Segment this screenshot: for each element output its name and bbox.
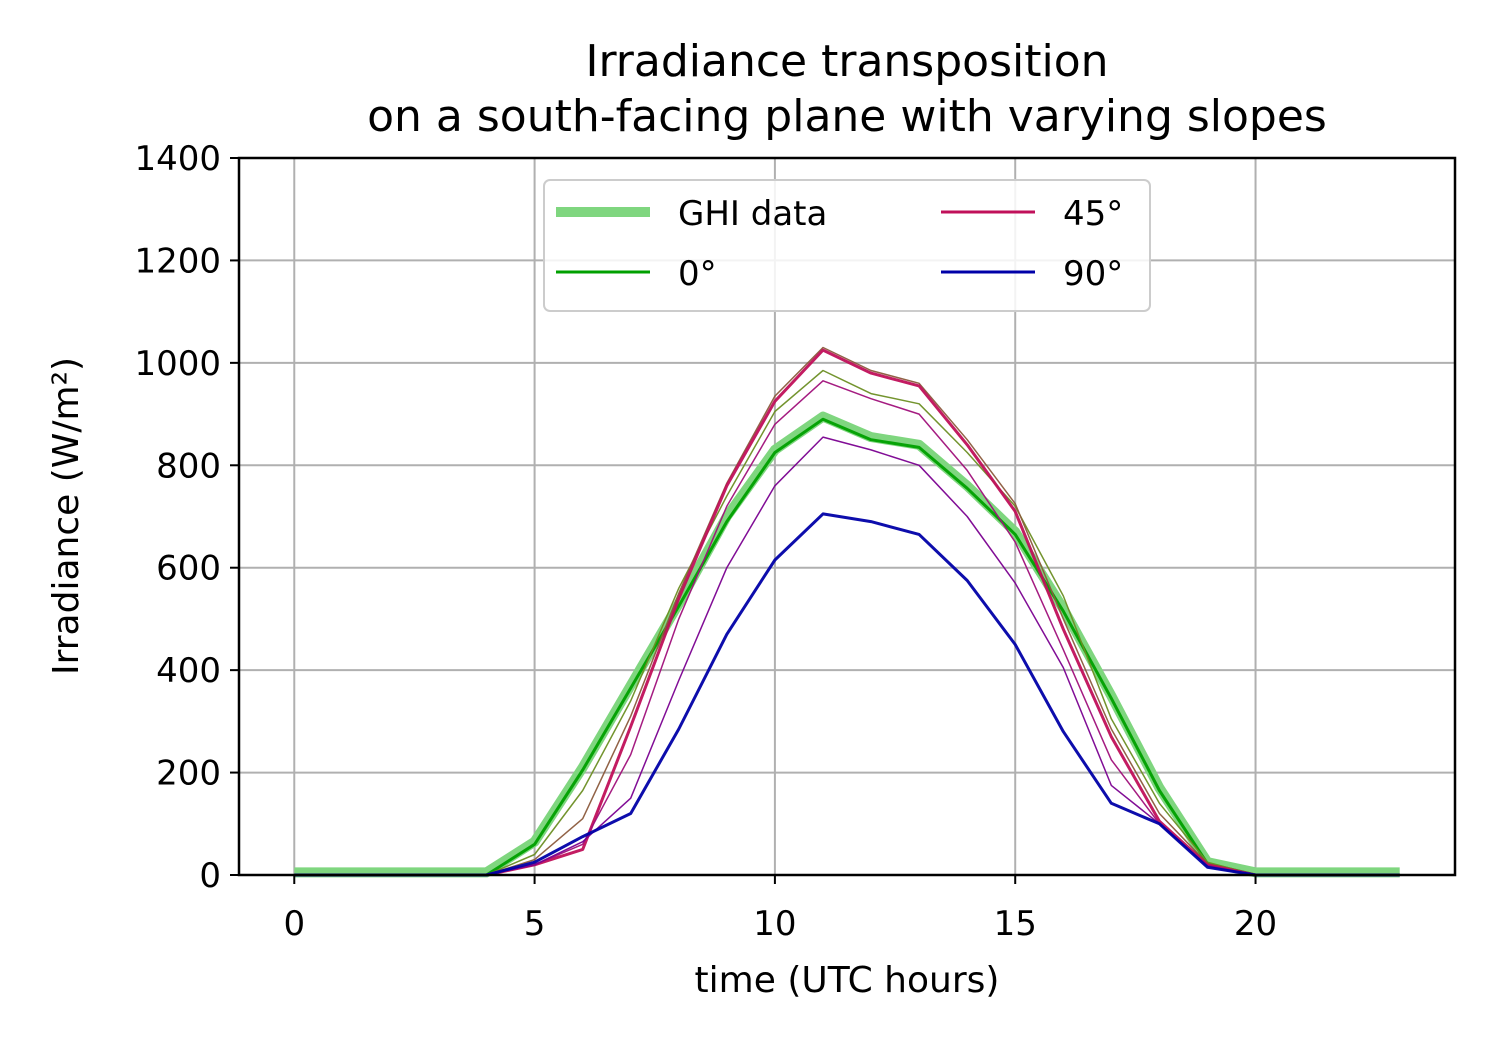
y-tick-label: 400 — [156, 651, 221, 691]
y-tick-label: 800 — [156, 446, 221, 486]
legend-box — [543, 179, 1151, 312]
chart-title-line-2: on a south-facing plane with varying slo… — [367, 91, 1327, 142]
y-tick-label: 1200 — [134, 241, 221, 281]
plot-frame — [237, 156, 1457, 877]
legend-label: 45° — [1063, 194, 1123, 234]
data-series — [294, 346, 1400, 878]
x-tick-label: 10 — [753, 904, 796, 944]
x-tick-label: 15 — [994, 904, 1037, 944]
x-tick-label: 5 — [524, 904, 546, 944]
series-line-60-deg — [294, 380, 1400, 876]
chart-title-line-1: Irradiance transposition — [586, 36, 1109, 87]
series-line-ghi-data — [294, 411, 1400, 878]
legend-label: GHI data — [678, 194, 827, 234]
y-tick-label: 1000 — [134, 344, 221, 384]
legend-label: 90° — [1063, 254, 1123, 294]
y-tick-label: 200 — [156, 754, 221, 794]
series-line-0-deg — [294, 417, 1400, 877]
y-axis-label: Irradiance (W/m²) — [46, 357, 87, 675]
y-tick-label: 600 — [156, 549, 221, 589]
x-axis-label: time (UTC hours) — [695, 960, 1000, 1001]
series-line-75-deg — [294, 436, 1400, 876]
y-tick-label: 1400 — [134, 139, 221, 179]
legend: GHI data 0° 45° 90° — [543, 179, 1151, 312]
series-line-15-deg — [294, 369, 1400, 876]
y-tick-label: 0 — [199, 856, 221, 896]
x-tick-label: 20 — [1234, 904, 1277, 944]
x-tick-label: 0 — [283, 904, 305, 944]
legend-label: 0° — [678, 254, 717, 294]
